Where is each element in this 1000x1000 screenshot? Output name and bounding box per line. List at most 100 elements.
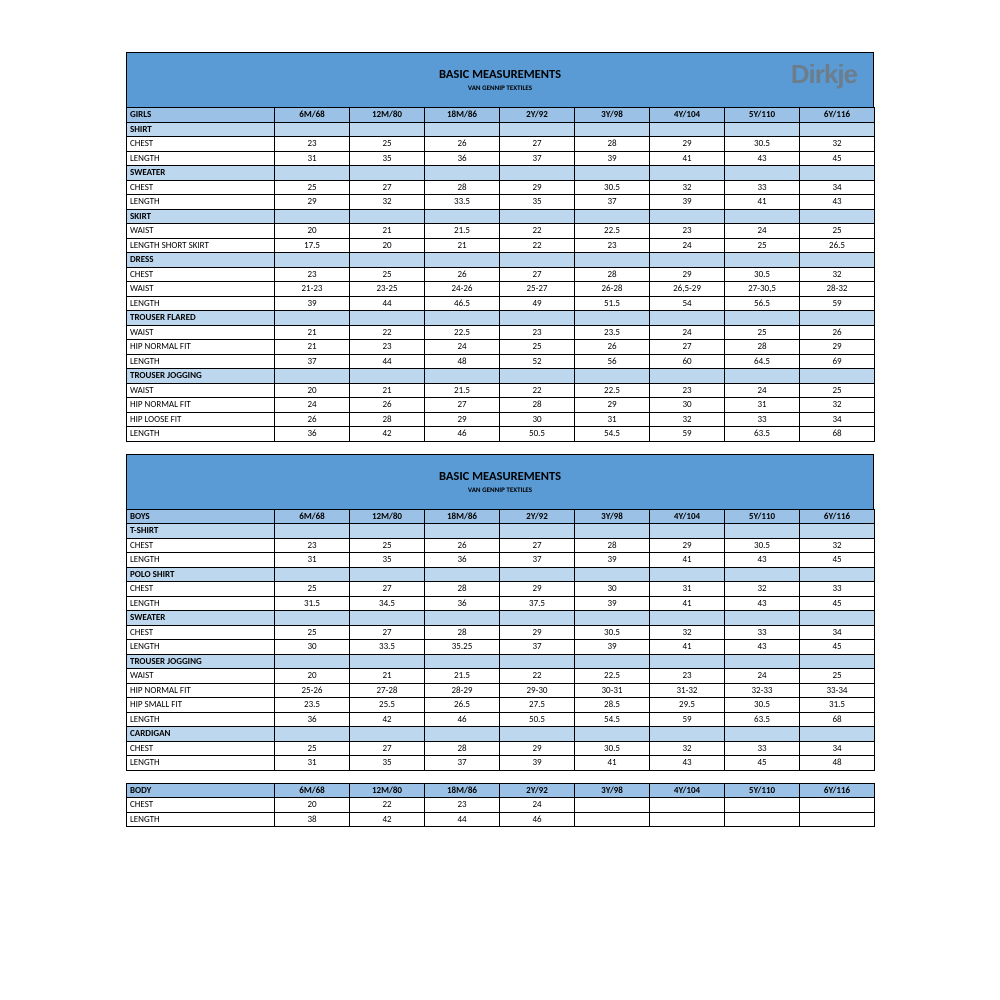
measurement-row: LENGTH36424650.554.55963.568 bbox=[127, 712, 875, 727]
empty-cell bbox=[350, 311, 425, 326]
measure-value: 59 bbox=[650, 712, 725, 727]
measure-value: 21 bbox=[275, 325, 350, 340]
empty-cell bbox=[500, 311, 575, 326]
measure-value: 35 bbox=[500, 195, 575, 210]
measure-value: 31-32 bbox=[650, 683, 725, 698]
measure-value: 25 bbox=[800, 224, 875, 239]
garment-section-row: SKIRT bbox=[127, 209, 875, 224]
measure-value: 25-27 bbox=[500, 282, 575, 297]
measure-value: 17.5 bbox=[275, 238, 350, 253]
measure-value: 32 bbox=[350, 195, 425, 210]
garment-name: SWEATER bbox=[127, 166, 275, 181]
measure-value: 26 bbox=[425, 267, 500, 282]
measure-value: 37.5 bbox=[500, 596, 575, 611]
empty-cell bbox=[425, 122, 500, 137]
measure-value: 28 bbox=[425, 741, 500, 756]
measurement-row: CHEST2527282930.5323334 bbox=[127, 741, 875, 756]
empty-cell bbox=[575, 611, 650, 626]
measure-value: 31 bbox=[275, 151, 350, 166]
empty-cell bbox=[275, 209, 350, 224]
garment-section-row: SHIRT bbox=[127, 122, 875, 137]
measurement-row: HIP LOOSE FIT2628293031323334 bbox=[127, 412, 875, 427]
measure-label: CHEST bbox=[127, 798, 275, 813]
measure-value: 31.5 bbox=[275, 596, 350, 611]
measure-value: 35 bbox=[350, 756, 425, 771]
measurement-table: BOYS6M/6812M/8018M/862Y/923Y/984Y/1045Y/… bbox=[126, 509, 875, 771]
size-column: 5Y/110 bbox=[725, 783, 800, 798]
empty-cell bbox=[425, 611, 500, 626]
measurement-row: LENGTH394446.54951.55456.559 bbox=[127, 296, 875, 311]
empty-cell bbox=[800, 209, 875, 224]
empty-cell bbox=[575, 727, 650, 742]
empty-cell bbox=[275, 253, 350, 268]
empty-cell bbox=[275, 611, 350, 626]
empty-cell bbox=[425, 253, 500, 268]
empty-cell bbox=[725, 611, 800, 626]
section-subtitle: VAN GENNIP TEXTILES bbox=[127, 83, 873, 92]
measure-label: LENGTH bbox=[127, 553, 275, 568]
measure-value: 60 bbox=[650, 354, 725, 369]
measure-value: 37 bbox=[500, 553, 575, 568]
measure-value: 33 bbox=[725, 741, 800, 756]
measure-label: CHEST bbox=[127, 267, 275, 282]
measure-value: 20 bbox=[275, 669, 350, 684]
empty-cell bbox=[800, 369, 875, 384]
measure-value bbox=[575, 812, 650, 827]
measure-value: 32 bbox=[800, 267, 875, 282]
measure-value: 27.5 bbox=[500, 698, 575, 713]
size-column: 6Y/116 bbox=[800, 108, 875, 123]
measurement-row: LENGTH36424650.554.55963.568 bbox=[127, 427, 875, 442]
measure-value: 32 bbox=[800, 137, 875, 152]
empty-cell bbox=[350, 524, 425, 539]
empty-cell bbox=[425, 311, 500, 326]
measure-value: 43 bbox=[725, 553, 800, 568]
measure-value: 23 bbox=[650, 669, 725, 684]
measure-value: 28 bbox=[425, 180, 500, 195]
measure-label: LENGTH bbox=[127, 756, 275, 771]
measure-value: 32 bbox=[800, 398, 875, 413]
measure-value: 22 bbox=[500, 238, 575, 253]
measure-value bbox=[725, 798, 800, 813]
measure-value: 24 bbox=[650, 238, 725, 253]
measure-value: 35 bbox=[350, 553, 425, 568]
measurement-row: LENGTH293233.53537394143 bbox=[127, 195, 875, 210]
section-title: BASIC MEASUREMENTS bbox=[127, 67, 873, 82]
measurement-row: CHEST23252627282930.532 bbox=[127, 137, 875, 152]
measure-value: 30 bbox=[650, 398, 725, 413]
measure-value: 33 bbox=[725, 180, 800, 195]
empty-cell bbox=[800, 727, 875, 742]
measure-value: 54.5 bbox=[575, 712, 650, 727]
size-column: 12M/80 bbox=[350, 783, 425, 798]
measure-value: 25 bbox=[275, 741, 350, 756]
measure-value: 43 bbox=[650, 756, 725, 771]
measure-value: 49 bbox=[500, 296, 575, 311]
measure-value: 20 bbox=[275, 383, 350, 398]
measure-value: 56 bbox=[575, 354, 650, 369]
measure-value: 31 bbox=[275, 756, 350, 771]
measure-value: 23 bbox=[500, 325, 575, 340]
measurement-row: LENGTH31.534.53637.539414345 bbox=[127, 596, 875, 611]
measurement-table: BODY6M/6812M/8018M/862Y/923Y/984Y/1045Y/… bbox=[126, 783, 875, 828]
empty-cell bbox=[575, 567, 650, 582]
measure-value: 29 bbox=[650, 538, 725, 553]
measure-value: 32 bbox=[800, 538, 875, 553]
measure-value: 39 bbox=[275, 296, 350, 311]
empty-cell bbox=[500, 611, 575, 626]
empty-cell bbox=[575, 122, 650, 137]
measure-value: 46 bbox=[425, 427, 500, 442]
measure-value: 43 bbox=[725, 640, 800, 655]
empty-cell bbox=[275, 122, 350, 137]
measure-value: 26.5 bbox=[425, 698, 500, 713]
empty-cell bbox=[725, 253, 800, 268]
measure-value: 32-33 bbox=[725, 683, 800, 698]
measure-value: 32 bbox=[650, 412, 725, 427]
empty-cell bbox=[425, 567, 500, 582]
measure-label: LENGTH bbox=[127, 151, 275, 166]
measure-value: 24 bbox=[500, 798, 575, 813]
size-column: 2Y/92 bbox=[500, 509, 575, 524]
brand-logo: Dirkje bbox=[791, 59, 857, 90]
empty-cell bbox=[800, 311, 875, 326]
empty-cell bbox=[725, 654, 800, 669]
empty-cell bbox=[650, 524, 725, 539]
measure-label: HIP NORMAL FIT bbox=[127, 683, 275, 698]
